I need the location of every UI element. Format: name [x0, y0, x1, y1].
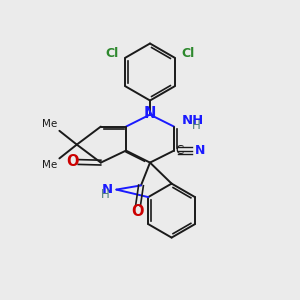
Text: N: N [144, 106, 156, 122]
Text: Me: Me [42, 160, 57, 170]
Text: N: N [194, 143, 205, 157]
Text: O: O [131, 204, 144, 219]
Text: Me: Me [42, 119, 57, 129]
Text: H: H [101, 188, 110, 202]
Text: C: C [175, 143, 184, 157]
Text: Cl: Cl [181, 47, 194, 60]
Text: H: H [192, 119, 201, 132]
Text: NH: NH [182, 113, 204, 127]
Text: O: O [67, 154, 79, 169]
Text: N: N [102, 183, 113, 196]
Text: Cl: Cl [106, 47, 119, 60]
